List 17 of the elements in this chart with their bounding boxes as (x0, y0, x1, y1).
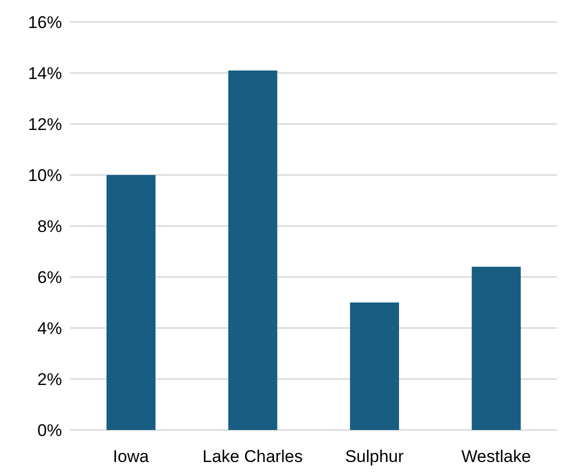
y-tick-label: 14% (28, 64, 62, 84)
y-tick-label: 0% (37, 421, 62, 440)
x-tick-label: Iowa (112, 447, 150, 466)
y-tick-label: 12% (28, 115, 62, 134)
y-tick-label: 16% (28, 13, 62, 32)
x-tick-label: Westlake (461, 447, 531, 466)
y-tick-label: 10% (28, 166, 62, 186)
y-tick-label: 8% (37, 217, 62, 236)
bar (106, 175, 156, 430)
y-tick-label: 4% (37, 319, 62, 338)
bar (228, 70, 278, 430)
y-tick-label: 2% (37, 370, 62, 390)
x-tick-label: Sulphur (345, 447, 404, 466)
bar (350, 302, 400, 430)
x-tick-label: Lake Charles (202, 447, 303, 466)
bar (472, 266, 521, 430)
y-tick-label: 6% (37, 268, 62, 288)
